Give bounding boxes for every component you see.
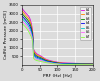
b3 (22, 13, 23, 14)
b7 (56, 64, 57, 65)
b4 (79, 64, 81, 65)
b5 (60, 63, 61, 64)
Line: b6: b6 (22, 21, 93, 64)
b7 (79, 64, 81, 65)
b7 (22, 23, 23, 24)
Line: b5: b5 (22, 19, 93, 64)
b6 (79, 64, 81, 65)
b6 (64, 64, 65, 65)
b2 (64, 63, 65, 64)
b6 (90, 64, 92, 65)
b4 (22, 16, 23, 17)
b7 (64, 64, 65, 65)
b5 (90, 64, 92, 65)
b5 (79, 64, 81, 65)
b4 (64, 63, 65, 64)
b1 (64, 62, 65, 63)
b2 (90, 63, 92, 64)
Line: b2: b2 (22, 11, 93, 64)
b3 (79, 63, 81, 64)
b5 (56, 63, 57, 64)
b1 (55, 61, 56, 62)
b2 (60, 62, 61, 63)
b2 (55, 62, 56, 63)
b6 (56, 63, 57, 64)
b1 (56, 61, 57, 62)
b6 (55, 63, 56, 64)
b7 (60, 64, 61, 65)
b4 (92, 64, 93, 65)
b5 (92, 64, 93, 65)
b3 (56, 62, 57, 63)
b5 (64, 64, 65, 65)
b1 (90, 63, 92, 64)
b2 (92, 63, 93, 64)
b4 (55, 62, 56, 63)
b1 (60, 62, 61, 63)
Y-axis label: CalFile Pressure [mCE]: CalFile Pressure [mCE] (4, 11, 8, 59)
b1 (22, 8, 23, 9)
b7 (92, 64, 93, 65)
b1 (92, 63, 93, 64)
b7 (90, 64, 92, 65)
Line: b4: b4 (22, 16, 93, 64)
b6 (60, 64, 61, 65)
b3 (55, 62, 56, 63)
b2 (22, 10, 23, 11)
Line: b3: b3 (22, 14, 93, 64)
b6 (92, 64, 93, 65)
b4 (90, 64, 92, 65)
b2 (56, 62, 57, 63)
b6 (22, 21, 23, 22)
b3 (60, 63, 61, 64)
Legend: b1, b2, b3, b4, b5, b6, b7: b1, b2, b3, b4, b5, b6, b7 (80, 7, 91, 40)
b1 (79, 63, 81, 64)
b2 (79, 63, 81, 64)
b5 (22, 18, 23, 19)
Line: b7: b7 (22, 24, 93, 65)
b3 (64, 63, 65, 64)
b4 (60, 63, 61, 64)
b4 (56, 63, 57, 64)
X-axis label: PRF (Hz) [Hz]: PRF (Hz) [Hz] (43, 74, 72, 78)
b5 (55, 63, 56, 64)
Line: b1: b1 (22, 8, 93, 64)
